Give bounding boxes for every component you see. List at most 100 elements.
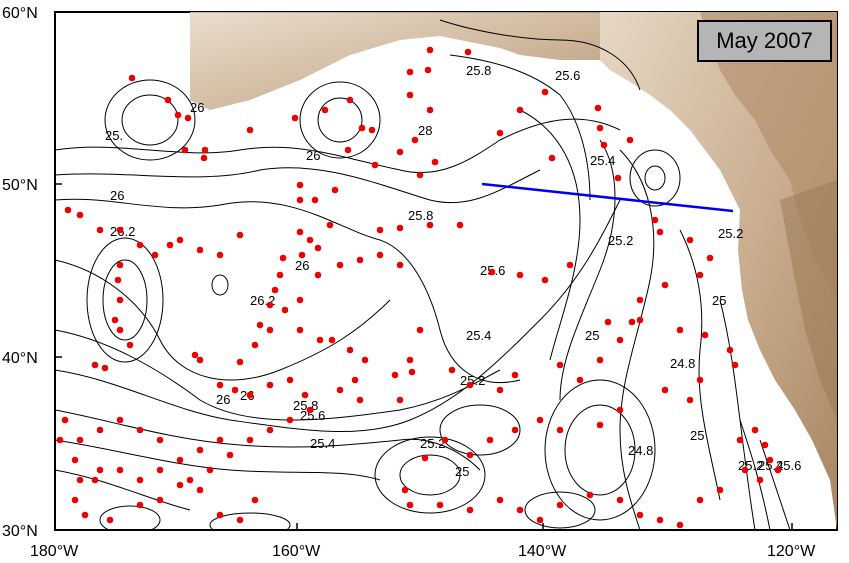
- float-marker: [216, 251, 224, 259]
- float-marker: [696, 376, 704, 384]
- contour-label: 26: [216, 392, 230, 407]
- float-marker: [396, 396, 404, 404]
- float-marker: [466, 506, 474, 514]
- float-marker: [376, 226, 384, 234]
- float-marker: [616, 336, 624, 344]
- float-marker: [111, 316, 119, 324]
- date-badge: May 2007: [697, 20, 832, 62]
- float-marker: [356, 256, 364, 264]
- float-marker: [246, 126, 254, 134]
- float-marker: [346, 96, 354, 104]
- float-marker: [358, 124, 366, 132]
- float-marker: [626, 136, 634, 144]
- float-marker: [321, 106, 329, 114]
- float-marker: [56, 436, 64, 444]
- float-marker: [496, 386, 504, 394]
- float-marker: [116, 226, 124, 234]
- float-marker: [441, 436, 449, 444]
- float-marker: [316, 336, 324, 344]
- contour-label: 25.4: [466, 328, 491, 343]
- float-marker: [716, 486, 724, 494]
- float-marker: [164, 96, 172, 104]
- float-marker: [548, 154, 556, 162]
- float-marker: [766, 456, 774, 464]
- contour-label: 25.4: [310, 436, 335, 451]
- contour-labels: 25.8 25.6 26 25. 26 28 26 25.4 26 26.2 2…: [105, 63, 801, 479]
- contour-label: 26: [110, 188, 124, 203]
- float-marker: [96, 426, 104, 434]
- contour-label: 25.2: [718, 226, 743, 241]
- float-marker: [496, 129, 504, 137]
- float-marker: [126, 341, 134, 349]
- float-marker: [636, 296, 644, 304]
- float-marker: [71, 456, 79, 464]
- float-marker: [236, 516, 244, 524]
- float-marker: [276, 271, 284, 279]
- float-marker: [628, 318, 636, 326]
- float-marker: [196, 486, 204, 494]
- float-marker: [456, 221, 464, 229]
- contour-label: 28: [418, 123, 432, 138]
- float-marker: [391, 371, 399, 379]
- float-marker: [431, 158, 439, 166]
- float-marker: [731, 361, 739, 369]
- float-marker: [191, 351, 199, 359]
- contour-label: 25: [585, 328, 599, 343]
- float-marker: [416, 326, 424, 334]
- float-marker: [600, 141, 608, 149]
- float-marker: [76, 476, 84, 484]
- float-marker: [541, 88, 549, 96]
- float-marker: [401, 486, 409, 494]
- float-marker: [408, 368, 416, 376]
- contour-label: 26: [295, 258, 309, 273]
- contour-label: 25.2: [608, 233, 633, 248]
- float-marker: [336, 386, 344, 394]
- float-marker: [696, 496, 704, 504]
- float-marker: [136, 501, 144, 509]
- float-marker: [616, 496, 624, 504]
- float-marker: [114, 276, 122, 284]
- float-marker: [751, 426, 759, 434]
- float-marker: [266, 326, 274, 334]
- float-marker: [661, 281, 669, 289]
- float-marker: [271, 286, 279, 294]
- float-marker: [156, 496, 164, 504]
- float-marker: [536, 416, 544, 424]
- contour-label: 26: [190, 100, 204, 115]
- float-marker: [351, 376, 359, 384]
- float-marker: [186, 476, 194, 484]
- float-marker: [511, 426, 519, 434]
- float-marker: [376, 251, 384, 259]
- float-marker: [421, 454, 429, 462]
- float-marker: [266, 301, 274, 309]
- contour-label: 25.4: [590, 153, 615, 168]
- lon-label-140w: 140°W: [518, 543, 567, 560]
- float-marker: [266, 381, 274, 389]
- contour-label: 25: [712, 293, 726, 308]
- float-marker: [64, 206, 72, 214]
- float-marker: [216, 511, 224, 519]
- float-marker: [196, 446, 204, 454]
- float-marker: [61, 416, 69, 424]
- float-marker: [774, 466, 782, 474]
- float-marker: [296, 196, 304, 204]
- float-marker: [396, 224, 404, 232]
- float-marker: [328, 336, 336, 344]
- float-marker: [706, 254, 714, 262]
- float-marker: [676, 521, 684, 529]
- float-marker: [368, 126, 376, 134]
- contour-label: 25.6: [300, 408, 325, 423]
- float-marker: [464, 48, 472, 56]
- lon-label-180w: 180°W: [30, 543, 79, 560]
- float-marker: [156, 466, 164, 474]
- float-marker: [466, 451, 474, 459]
- float-marker: [306, 236, 314, 244]
- contour-label: 25.8: [466, 63, 491, 78]
- float-marker: [136, 476, 144, 484]
- float-marker: [216, 436, 224, 444]
- float-marker: [696, 271, 704, 279]
- float-marker: [761, 441, 769, 449]
- float-marker: [81, 511, 89, 519]
- float-marker: [326, 221, 334, 229]
- float-marker: [96, 226, 104, 234]
